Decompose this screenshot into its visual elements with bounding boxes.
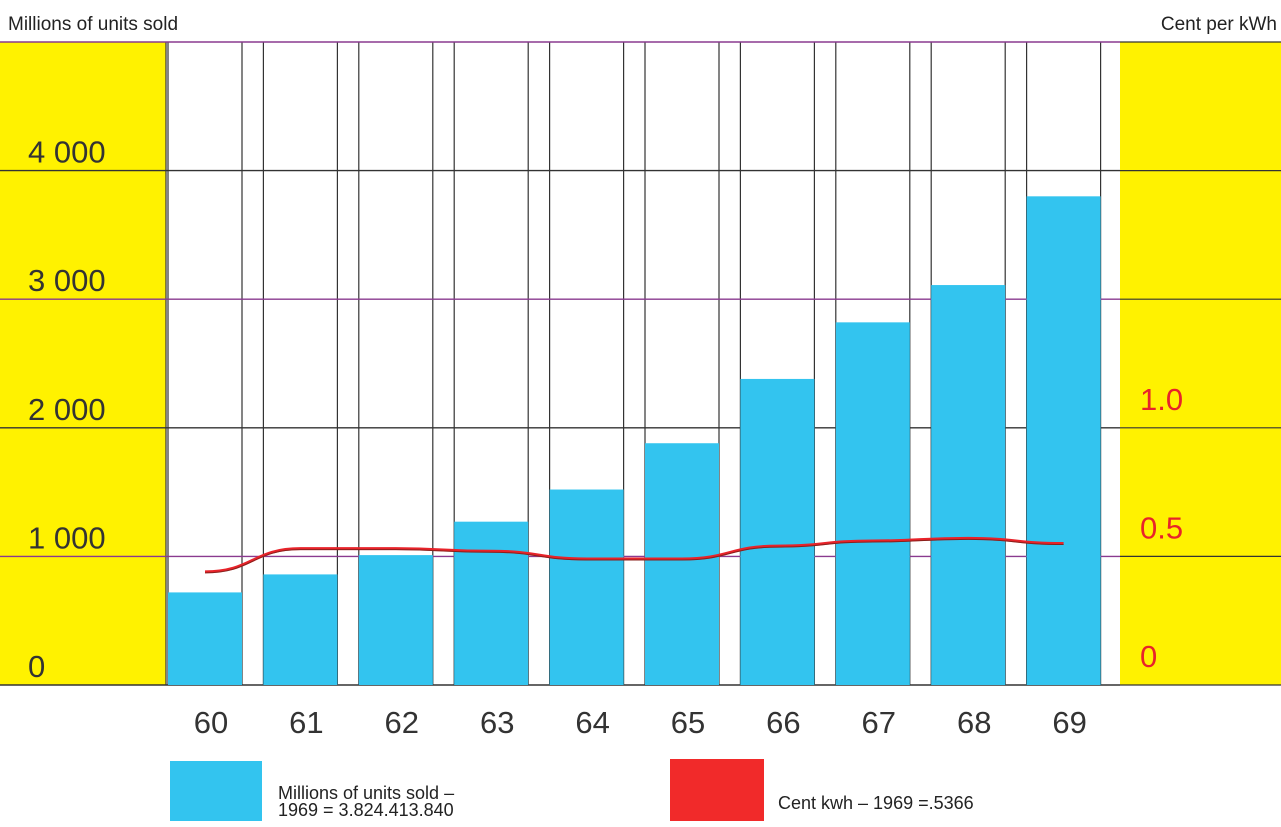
- combo-chart: 0 1 000 2 000 3 000 4 000 0 0.5 1.0 60 61 62 63 64 65…: [0, 41, 1281, 740]
- bar-69: [1026, 196, 1101, 685]
- x-tick-label: 67: [862, 705, 896, 740]
- bar-66: [740, 378, 815, 685]
- x-tick-label: 69: [1052, 705, 1086, 740]
- legend-label-cent: Cent kwh – 1969 =.5366: [778, 793, 974, 813]
- x-tick-label: 61: [289, 705, 323, 740]
- right-tick-label: 0.5: [1140, 510, 1183, 545]
- cent-kwh-line: [204, 536, 1064, 574]
- right-tick-label: 0: [1140, 639, 1157, 674]
- left-tick-label: 2 000: [28, 392, 106, 427]
- left-axis-title: Millions of units sold: [8, 14, 179, 35]
- bar-67: [835, 322, 910, 685]
- legend-label-units: Millions of units sold – 1969 = 3.824.41…: [278, 783, 455, 820]
- x-tick-label: 65: [671, 705, 705, 740]
- bar-63: [454, 521, 529, 685]
- left-tick-label: 3 000: [28, 263, 106, 298]
- left-axis-band: [0, 42, 166, 685]
- bar-61: [263, 574, 338, 685]
- legend-swatch-units: [170, 761, 262, 821]
- right-axis-title: Cent per kWh: [1160, 14, 1277, 35]
- bar-64: [549, 489, 624, 685]
- x-tick-label: 60: [194, 705, 228, 740]
- legend-swatch-cent: [670, 759, 764, 821]
- left-tick-label: 1 000: [28, 520, 106, 555]
- x-tick-label: 66: [766, 705, 800, 740]
- bar-60: [168, 592, 242, 685]
- cent-kwh-line-shadow: [204, 538, 1064, 574]
- x-tick-label: 62: [385, 705, 419, 740]
- bar-62: [358, 555, 433, 685]
- right-tick-label: 1.0: [1140, 382, 1183, 417]
- right-axis-band: [1120, 42, 1281, 685]
- left-tick-label: 0: [28, 649, 45, 684]
- x-tick-label: 64: [575, 705, 609, 740]
- x-tick-label: 63: [480, 705, 514, 740]
- left-tick-label: 4 000: [28, 135, 106, 170]
- x-tick-label: 68: [957, 705, 991, 740]
- bar-68: [931, 285, 1006, 685]
- bar-65: [645, 443, 719, 685]
